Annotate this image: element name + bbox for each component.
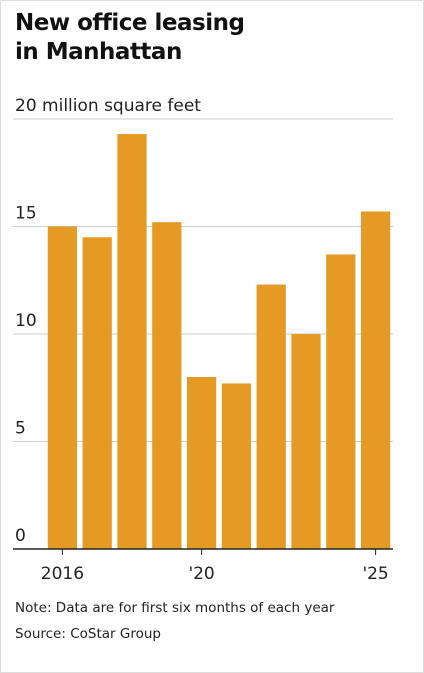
bar: [221, 383, 252, 549]
y-tick-label: 0: [15, 526, 26, 546]
x-tick-label: 2016: [41, 564, 84, 584]
y-tick-label: 20 million square feet: [15, 96, 201, 116]
source: Source: CoStar Group: [15, 626, 161, 642]
bar: [291, 334, 321, 549]
bar: [82, 237, 112, 549]
y-tick-label: 5: [15, 419, 26, 439]
bar: [186, 377, 217, 549]
y-tick-label: 15: [15, 204, 37, 224]
bar: [152, 222, 182, 549]
bar: [360, 211, 391, 549]
chart-title: New office leasing in Manhattan: [15, 10, 245, 65]
y-tick-label: 10: [15, 311, 37, 331]
bar: [326, 254, 356, 549]
x-tick-label: '20: [188, 564, 214, 584]
bar: [117, 134, 147, 550]
note: Note: Data are for first six months of e…: [15, 600, 335, 616]
x-tick-label: '25: [362, 564, 388, 584]
bar: [47, 226, 78, 549]
bar: [256, 284, 286, 549]
